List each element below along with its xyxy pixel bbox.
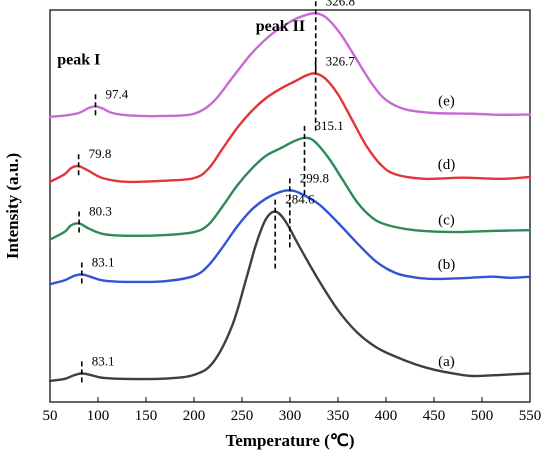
series-line-b bbox=[48, 189, 532, 286]
x-tick-label: 100 bbox=[87, 408, 110, 424]
x-tick-label: 350 bbox=[327, 408, 350, 424]
x-tick-label: 250 bbox=[231, 408, 254, 424]
curve-tag: (a) bbox=[438, 354, 455, 370]
x-tick-label: 550 bbox=[519, 408, 542, 424]
curve-tag: (c) bbox=[438, 213, 455, 229]
y-axis-title: Intensity (a.u.) bbox=[3, 153, 22, 259]
series-line-a bbox=[48, 210, 532, 383]
curve-tag: (e) bbox=[438, 94, 455, 110]
peak-value-label: 326.7 bbox=[326, 54, 356, 69]
series-line-e bbox=[48, 12, 532, 118]
peak-value-label: 326.8 bbox=[326, 0, 355, 8]
x-tick-label: 50 bbox=[43, 408, 58, 424]
curve-tag: (d) bbox=[438, 157, 456, 173]
curve-tag: (b) bbox=[438, 257, 456, 273]
peak-group-label: peak II bbox=[256, 18, 305, 35]
peak-value-label: 315.1 bbox=[314, 118, 343, 133]
x-tick-label: 200 bbox=[183, 408, 206, 424]
peak-value-label: 97.4 bbox=[106, 86, 129, 101]
peak-labels: (a) 83.1 284.6 (b) 83.1 299.8 (c) 80.3 315.1 (d) 7… bbox=[57, 0, 455, 370]
peak-value-label: 83.1 bbox=[92, 353, 115, 368]
series-layer bbox=[48, 12, 532, 383]
x-tick-label: 400 bbox=[375, 408, 398, 424]
x-axis-title: Temperature (℃) bbox=[225, 431, 354, 450]
x-axis-ticks: 50 100 150 200 250 300 350 400 450 500 550 bbox=[43, 397, 542, 424]
peak-group-label: peak I bbox=[57, 52, 100, 69]
x-tick-label: 500 bbox=[471, 408, 494, 424]
x-tick-label: 150 bbox=[135, 408, 158, 424]
x-tick-label: 300 bbox=[279, 408, 302, 424]
peak-markers bbox=[77, 1, 317, 384]
peak-value-label: 284.6 bbox=[285, 192, 315, 207]
peak-value-label: 299.8 bbox=[300, 170, 329, 185]
peak-value-label: 79.8 bbox=[89, 146, 112, 161]
x-tick-label: 450 bbox=[423, 408, 446, 424]
peak-value-label: 83.1 bbox=[92, 254, 115, 269]
peak-value-label: 80.3 bbox=[89, 203, 112, 218]
series-line-d bbox=[48, 72, 532, 184]
series-line-c bbox=[48, 136, 532, 241]
